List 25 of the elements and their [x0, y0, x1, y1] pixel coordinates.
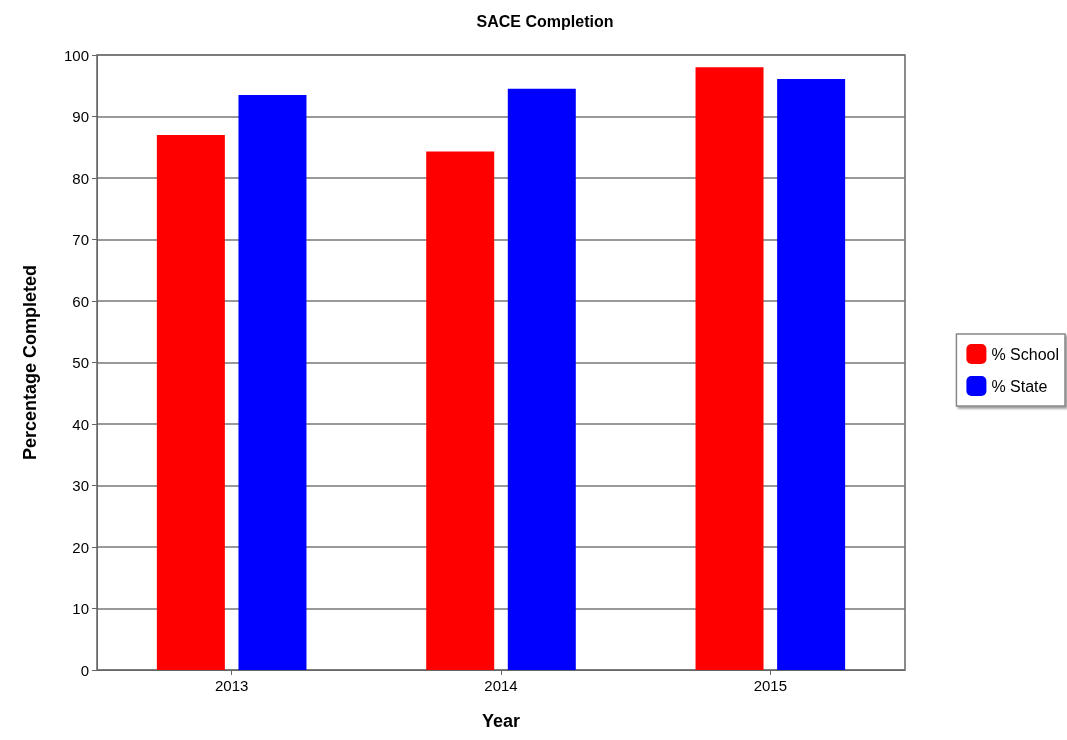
y-tick-label: 70: [72, 231, 89, 248]
bar: [238, 94, 307, 670]
y-tick-label: 100: [63, 46, 89, 64]
y-tick-label: 30: [72, 477, 89, 494]
bar: [426, 151, 495, 670]
x-tick-label: 2015: [753, 677, 788, 694]
y-tick-label: 60: [72, 292, 89, 310]
x-tick-label: 2013: [214, 677, 249, 694]
y-tick-label: 50: [72, 354, 89, 371]
bar: [695, 67, 764, 670]
legend-label: % School: [991, 345, 1059, 363]
y-tick-label: 80: [72, 169, 89, 187]
y-tick-label: 40: [72, 415, 89, 433]
y-tick-label: 90: [72, 108, 89, 125]
bar: [507, 88, 576, 670]
y-tick-label: 0: [80, 661, 89, 679]
y-tick-label: 10: [72, 600, 89, 617]
y-tick-label: 20: [72, 538, 89, 556]
bar: [777, 78, 846, 670]
chart-title: SACE Completion: [476, 12, 614, 30]
y-axis-title: Percentage Completed: [20, 264, 40, 461]
bar: [156, 134, 225, 670]
x-axis-title: Year: [481, 711, 521, 731]
legend-label: % State: [991, 377, 1048, 395]
x-tick-label: 2014: [484, 677, 518, 694]
